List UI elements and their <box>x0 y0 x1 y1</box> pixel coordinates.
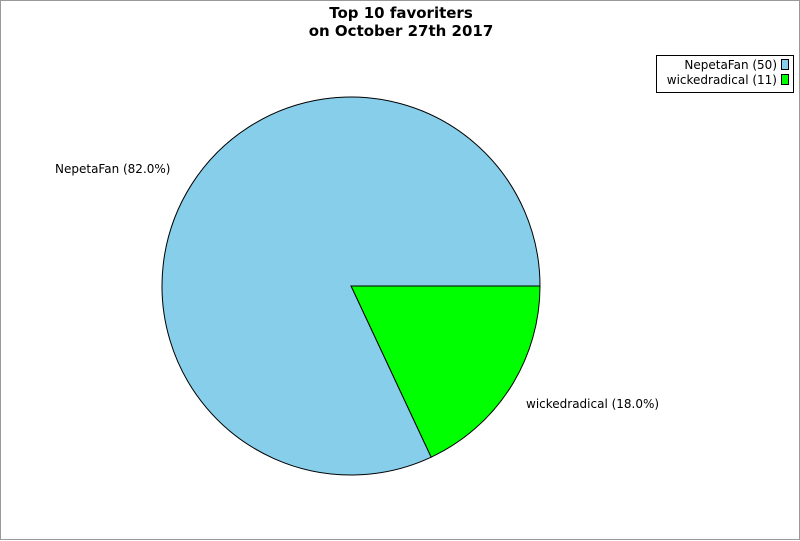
chart-title-line-1: Top 10 favoriters <box>329 4 473 22</box>
pie-slice-nepetafan <box>161 96 541 476</box>
legend: NepetaFan (50) wickedradical (11) <box>656 55 794 93</box>
slice-label-nepetafan: NepetaFan (82.0%) <box>55 162 170 176</box>
chart-title-line-2: on October 27th 2017 <box>309 22 494 40</box>
legend-swatch-wickedradical <box>781 74 789 85</box>
pie-slice-wickedradical <box>350 285 541 458</box>
legend-label-wickedradical: wickedradical (11) <box>667 73 777 87</box>
legend-box <box>656 55 794 93</box>
legend-label-nepetafan: NepetaFan (50) <box>684 58 777 72</box>
slice-label-wickedradical: wickedradical (18.0%) <box>526 397 659 411</box>
legend-swatch-nepetafan <box>781 59 789 70</box>
